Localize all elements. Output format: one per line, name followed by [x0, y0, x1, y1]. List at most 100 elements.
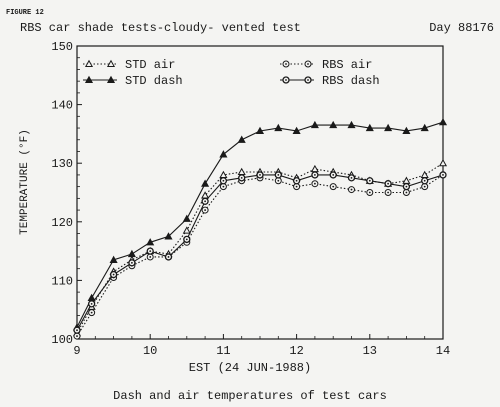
x-tick-label: 12	[289, 344, 303, 358]
data-point-std-air	[402, 176, 411, 184]
data-point-std-dash	[109, 255, 118, 263]
series-std-dash	[72, 117, 448, 331]
x-tick-label: 11	[216, 344, 230, 358]
data-point-std-dash	[87, 293, 96, 302]
data-point-rbs-dash	[292, 177, 301, 185]
legend-label: RBS air	[322, 58, 372, 72]
data-point-std-dash	[347, 120, 356, 129]
x-tick-label: 9	[73, 344, 80, 358]
x-tick-label: 13	[363, 344, 377, 358]
data-point-std-air	[420, 170, 429, 178]
y-axis-label: TEMPERATURE (°F)	[19, 129, 31, 235]
data-point-rbs-dash	[311, 171, 319, 179]
data-point-std-air	[310, 164, 319, 173]
chart-title: RBS car shade tests-cloudy- vented test	[20, 21, 301, 35]
data-point-rbs-air	[348, 186, 355, 194]
series-line-std-air	[76, 162, 444, 334]
legend-marker	[84, 59, 94, 68]
x-tick-label: 14	[436, 344, 450, 358]
data-point-rbs-dash	[128, 259, 136, 267]
plot-area: 9 10 11 12 13 14 100 110 120 130 140 150 STD air STD …	[51, 40, 450, 358]
data-point-rbs-air	[329, 183, 337, 191]
data-point-rbs-dash	[201, 197, 209, 205]
legend-item-rbs-dash: RBS dash	[280, 74, 380, 88]
data-point-rbs-air	[219, 183, 227, 191]
legend-marker	[304, 76, 312, 84]
data-point-rbs-dash	[402, 182, 411, 191]
data-point-rbs-dash	[219, 177, 228, 185]
data-point-std-dash	[438, 117, 448, 126]
data-point-std-dash	[182, 214, 191, 222]
data-point-std-dash	[292, 126, 301, 135]
day-label: Day 88176	[429, 21, 494, 35]
data-point-rbs-air	[201, 206, 209, 214]
data-point-rbs-air	[311, 180, 319, 188]
data-point-rbs-dash	[73, 326, 81, 334]
x-tick-label: 10	[143, 344, 157, 358]
data-point-rbs-air	[293, 183, 301, 191]
data-point-std-dash	[127, 249, 136, 258]
data-point-rbs-dash	[238, 174, 246, 182]
legend-label: RBS dash	[322, 74, 380, 88]
y-tick-label: 110	[51, 274, 73, 288]
data-point-std-dash	[329, 120, 338, 129]
data-point-rbs-air	[146, 253, 154, 261]
data-point-rbs-dash	[164, 253, 173, 261]
data-point-std-air	[438, 158, 448, 167]
data-point-std-air	[201, 191, 210, 199]
data-point-std-dash	[402, 126, 411, 135]
data-point-rbs-dash	[329, 171, 337, 179]
data-point-rbs-air	[274, 177, 282, 185]
data-point-std-dash	[384, 123, 393, 132]
legend-item-std-dash: STD dash	[83, 74, 183, 88]
data-point-rbs-dash	[347, 174, 356, 182]
data-point-std-dash	[255, 126, 265, 135]
y-tick-label: 140	[51, 99, 73, 113]
legend-marker	[282, 76, 290, 84]
data-point-rbs-air	[384, 189, 392, 196]
series-rbs-dash	[73, 171, 447, 334]
figure-label: FIGURE 12	[6, 9, 44, 17]
data-point-rbs-dash	[146, 247, 154, 255]
y-tick-label: 120	[51, 216, 73, 230]
data-point-rbs-air	[421, 183, 429, 191]
data-point-rbs-dash	[274, 171, 282, 179]
data-point-rbs-dash	[256, 171, 264, 179]
legend-marker	[84, 75, 94, 84]
x-axis-label: EST (24 JUN-1988)	[189, 361, 311, 375]
data-point-rbs-dash	[87, 300, 96, 308]
legend-marker	[106, 75, 116, 84]
data-point-std-dash	[310, 120, 319, 129]
data-point-rbs-dash	[109, 270, 118, 279]
y-tick-label: 150	[51, 40, 73, 54]
data-point-rbs-dash	[366, 177, 374, 185]
legend-marker	[282, 60, 290, 68]
data-point-rbs-dash	[183, 235, 191, 244]
y-tick-label: 100	[51, 333, 73, 347]
data-point-rbs-dash	[439, 171, 447, 179]
legend-item-rbs-air: RBS air	[280, 58, 372, 72]
data-point-std-air	[182, 226, 191, 234]
data-point-rbs-air	[88, 309, 96, 317]
data-point-rbs-air	[366, 189, 374, 196]
legend-marker	[106, 59, 116, 68]
legend-marker	[304, 60, 312, 68]
y-tick-label: 130	[51, 157, 73, 171]
data-point-std-dash	[365, 123, 374, 132]
data-point-rbs-air	[402, 189, 410, 196]
figure-caption: Dash and air temperatures of test cars	[113, 389, 387, 403]
data-point-std-dash	[219, 150, 228, 158]
data-point-std-dash	[420, 123, 429, 132]
data-point-std-dash	[201, 179, 210, 187]
legend-label: STD dash	[125, 74, 183, 88]
legend-label: STD air	[125, 58, 175, 72]
data-point-rbs-dash	[421, 177, 429, 185]
data-point-std-dash	[146, 238, 155, 246]
series-line-std-dash	[76, 121, 444, 328]
data-point-rbs-dash	[384, 180, 392, 188]
data-point-std-dash	[237, 135, 246, 143]
legend-item-std-air: STD air	[83, 58, 175, 72]
data-point-rbs-air	[73, 332, 81, 340]
data-point-std-dash	[164, 232, 173, 240]
